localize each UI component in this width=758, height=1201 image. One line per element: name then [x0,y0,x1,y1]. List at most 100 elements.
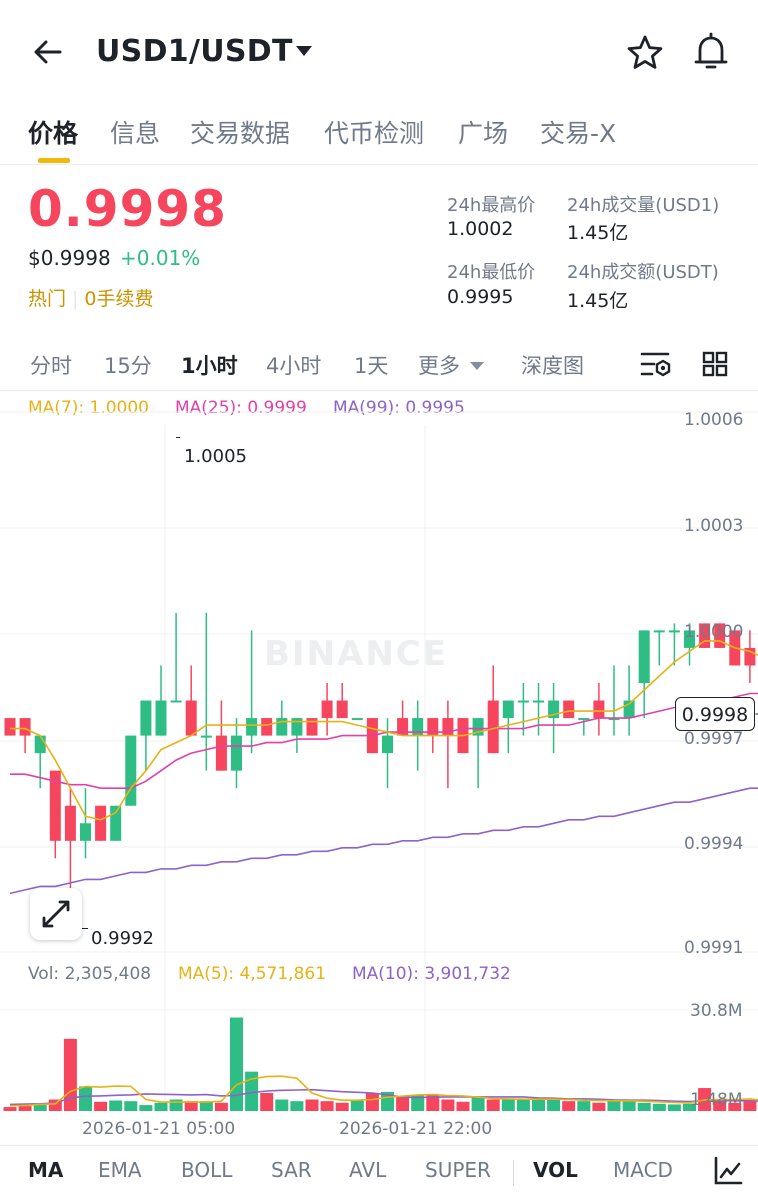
pair-title[interactable]: USD1/USDT [96,34,293,69]
candle-body [19,718,31,736]
vol-ma10-line [9,1088,758,1106]
candle-body [699,623,711,648]
expand-chart-button[interactable] [30,888,82,940]
price-axis-label: 1.0006 [684,410,744,430]
candle-body [276,718,288,736]
candle-body [231,735,242,771]
candle-body [744,647,756,666]
candle-body [472,718,484,736]
tag-hot[interactable]: 热门 [28,288,67,310]
volume-bar [139,1105,153,1111]
volume-bar [169,1099,183,1111]
candle-body [336,700,348,719]
volume-bar [3,1107,17,1111]
interval-depth[interactable]: 深度图 [521,354,584,378]
candlestick-chart[interactable] [0,395,758,1145]
interval-more[interactable]: 更多 [418,354,460,378]
stat-high-label: 24h最高价 [447,195,536,216]
indicator-macd[interactable]: MACD [613,1158,673,1182]
candle-body [382,735,393,754]
volume-bar [79,1086,92,1111]
candle-body [608,718,620,721]
low-annotation: 0.9992 [91,928,154,949]
back-arrow-icon[interactable] [30,34,66,70]
interval-15m[interactable]: 15分 [104,354,152,378]
interval-1h[interactable]: 1小时 [181,354,238,378]
candle-body [638,630,650,683]
volume-bar [396,1097,410,1111]
high-annotation: 1.0005 [184,446,247,467]
candle-body [291,718,303,736]
volume-bar [667,1104,681,1111]
interval-1d[interactable]: 1天 [354,354,389,378]
volume-bar [245,1071,259,1111]
tab-trading-data[interactable]: 交易数据 [190,119,291,148]
indicator-avl[interactable]: AVL [349,1158,387,1182]
candle-body [246,718,258,736]
tab-info[interactable]: 信息 [110,119,161,148]
candle-body [49,770,61,841]
vol-ma5-label: MA(5): 4,571,861 [178,964,327,984]
vol-axis-label: 30.8M [690,1001,743,1021]
candle-body [593,700,605,719]
candle-body [442,718,454,736]
indicator-super[interactable]: SUPER [425,1158,491,1182]
candle-body [563,700,575,719]
indicator-ma[interactable]: MA [28,1158,64,1182]
stat-high-value: 1.0002 [447,218,514,240]
tag-divider: | [72,288,79,310]
candle-body [502,700,514,719]
grid-layout-icon[interactable] [701,350,729,378]
ma7-label: MA(7): 1.0000 [28,398,149,418]
volume-bar [305,1099,319,1111]
bell-icon[interactable] [692,32,730,72]
stat-vol-quote-label: 24h成交额(USDT) [567,262,719,283]
indicator-boll[interactable]: BOLL [181,1158,233,1182]
tab-price[interactable]: 价格 [28,119,79,148]
volume-bar [33,1104,47,1111]
indicator-settings-icon[interactable] [713,1156,743,1186]
chart-settings-icon[interactable] [640,350,672,380]
stat-vol-base-label: 24h成交量(USD1) [567,195,720,216]
time-axis-label: 2026-01-21 05:00 [82,1119,236,1139]
chevron-down-icon[interactable] [296,46,312,56]
star-icon[interactable] [626,34,664,72]
indicator-vol[interactable]: VOL [533,1158,578,1182]
volume-bar [94,1101,108,1111]
indicator-ema[interactable]: EMA [98,1158,142,1182]
stat-low-value: 0.9995 [447,286,514,308]
volume-bar [199,1101,213,1111]
binance-watermark: BINANCE [264,634,448,674]
price-axis-label: 0.9991 [684,938,744,958]
interval-4h[interactable]: 4小时 [266,354,322,378]
volume-bar [607,1099,621,1111]
volume-bar [335,1102,349,1111]
candle-body [623,700,635,719]
volume-bar [501,1099,515,1111]
candle-body [185,700,197,736]
volume-bar [260,1092,274,1111]
interval-bar: 分时 15分 1小时 4小时 1天 更多 深度图 [0,340,758,391]
candle-body [653,630,665,633]
candle-body [668,630,680,633]
interval-time[interactable]: 分时 [30,354,72,378]
tab-token-check[interactable]: 代币检测 [324,119,425,148]
candle-body [34,735,46,754]
candle-body [95,805,107,841]
price-axis-label: 0.9994 [684,834,744,854]
tag-zero-fee[interactable]: 0手续费 [84,288,154,310]
candle-body [427,718,439,736]
volume-bar [184,1101,198,1111]
stat-low-label: 24h最低价 [447,262,536,283]
volume-bar [743,1101,757,1111]
volume-bar [471,1097,485,1111]
tab-trade-x[interactable]: 交易-X [540,119,617,148]
volume-bar [48,1099,62,1111]
volume-bar [713,1099,727,1111]
active-tab-indicator [38,158,70,163]
candle-body [170,700,182,703]
volume-bar [214,1102,228,1111]
indicator-sar[interactable]: SAR [271,1158,312,1182]
tab-square[interactable]: 广场 [458,119,509,148]
price-axis-label: 1.0000 [684,622,744,642]
